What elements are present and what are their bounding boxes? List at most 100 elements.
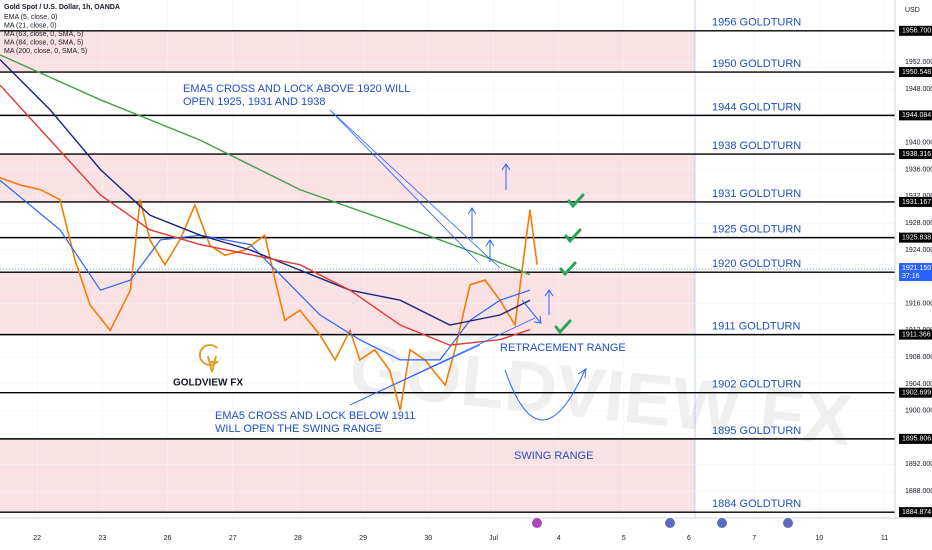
- y-tick-label: 1924.000: [905, 247, 932, 254]
- level-price-label: 1956.700: [902, 28, 931, 35]
- level-name: 1920 GOLDTURN: [712, 258, 801, 270]
- level-price-label: 1925.838: [902, 234, 931, 241]
- zones: [0, 0, 696, 518]
- x-tick-label: 26: [164, 535, 172, 542]
- x-tick-label: 30: [424, 535, 432, 542]
- y-tick-label: 1900.000: [905, 408, 932, 415]
- event-icon: [532, 518, 542, 528]
- annotation-connector: [349, 317, 536, 406]
- annotation: SWING RANGE: [514, 450, 593, 462]
- series-line: [0, 176, 538, 411]
- level-price-box: [899, 110, 932, 121]
- arrow-down: [521, 299, 542, 324]
- y-tick-label: 1928.000: [905, 220, 932, 227]
- y-tick-label: 1908.000: [905, 354, 932, 361]
- level-name: 1950 GOLDTURN: [712, 58, 801, 70]
- y-tick-label: 1916.000: [905, 300, 932, 307]
- arrow-up: [467, 207, 477, 240]
- level-price-box: [899, 329, 932, 340]
- x-tick-label: 4: [557, 535, 561, 542]
- level-name: 1956 GOLDTURN: [712, 17, 801, 29]
- y-tick-label: 1888.000: [905, 488, 932, 495]
- x-tick-label: 11: [881, 535, 888, 542]
- level-name: 1938 GOLDTURN: [712, 140, 801, 152]
- x-tick-label: 23: [98, 535, 106, 542]
- axis: 1888.0001892.0001896.0001900.0001904.000…: [33, 25, 932, 542]
- zone: [0, 30, 695, 73]
- level-name: 1944 GOLDTURN: [712, 101, 801, 113]
- level-price-box: [899, 67, 932, 78]
- level-price-label: 1931.167: [902, 199, 931, 206]
- levels: 1956 GOLDTURN 1950 GOLDTURN 1944 GOLDTURN 1…: [0, 17, 895, 513]
- level-name: 1931 GOLDTURN: [712, 188, 801, 200]
- level-price-label: 1895.806: [902, 436, 931, 443]
- swing-curve: [504, 368, 587, 421]
- level-name: 1884 GOLDTURN: [712, 498, 801, 510]
- checkmarks: [554, 193, 585, 335]
- y-tick-label: 1932.000: [905, 193, 932, 200]
- checkmark: [567, 193, 585, 209]
- level-price-label: 1884.874: [902, 509, 931, 516]
- event-icon: [717, 518, 727, 528]
- x-tick-label: 22: [33, 535, 41, 542]
- level-price-box: [899, 149, 932, 160]
- logo-icon: [198, 344, 220, 373]
- x-tick-label: 10: [815, 535, 823, 542]
- annotation-connector: [329, 109, 501, 269]
- level-price-box: [899, 196, 932, 207]
- legend: Gold Spot / U.S. Dollar, 1h, OANDA EMA (…: [4, 4, 120, 55]
- checkmark: [564, 228, 582, 244]
- y-tick-label: 1952.000: [905, 59, 932, 66]
- x-tick-label: 27: [229, 535, 237, 542]
- checkmark: [559, 261, 577, 277]
- level-price-box: [899, 507, 932, 518]
- level-price-box: [899, 433, 932, 444]
- level-name: 1895 GOLDTURN: [712, 425, 801, 437]
- level-price-box: [899, 232, 932, 243]
- event-icon: [783, 518, 793, 528]
- level-price-label: 1902.699: [902, 390, 931, 397]
- level-price-label: 1911.366: [902, 331, 931, 338]
- x-tick-label: 28: [294, 535, 302, 542]
- checkmark: [554, 319, 572, 335]
- y-tick-label: 1936.000: [905, 166, 932, 173]
- legend-entry: MA (21, close, 0): [4, 22, 57, 29]
- annotation-connector: [329, 109, 479, 263]
- chart-title: Gold Spot / U.S. Dollar, 1h, OANDA: [4, 4, 120, 11]
- annotation: EMA5 CROSS AND LOCK BELOW 1911: [215, 410, 415, 422]
- series-line: [0, 54, 531, 276]
- legend-entry: MA (84, close, 0, SMA, 5): [4, 39, 83, 46]
- annotation: EMA5 CROSS AND LOCK ABOVE 1920 WILL: [183, 83, 410, 95]
- level-name: 1911 GOLDTURN: [712, 321, 800, 333]
- series-line: [0, 179, 531, 361]
- y-tick-label: 1904.000: [905, 381, 932, 388]
- x-tick-label: 7: [752, 535, 756, 542]
- x-tick-label: 5: [622, 535, 626, 542]
- arrow-up: [544, 289, 554, 315]
- annotation: OPEN 1925, 1931 AND 1938: [183, 96, 325, 108]
- arrows: [467, 163, 587, 421]
- zone: [0, 154, 695, 202]
- level-price-label: 1938.316: [902, 151, 931, 158]
- series: [0, 54, 538, 411]
- y-tick-label: 1948.000: [905, 86, 932, 93]
- level-price-box: [899, 387, 932, 398]
- current-price-label: 1921.150: [902, 265, 931, 272]
- arrow-up: [485, 239, 495, 262]
- level-price-label: 1944.084: [902, 112, 931, 119]
- level-name: 1925 GOLDTURN: [712, 224, 801, 236]
- logo-text: GOLDVIEW FX: [173, 378, 243, 389]
- y-tick-label: 1940.000: [905, 140, 932, 147]
- x-tick-label: 29: [359, 535, 367, 542]
- series-line: [0, 84, 531, 346]
- y-axis-label: USD: [905, 7, 920, 14]
- event-icon: [665, 518, 675, 528]
- zone: [0, 438, 695, 513]
- arrow-up: [501, 163, 511, 190]
- grid: [0, 0, 895, 518]
- annotation: RETRACEMENT RANGE: [500, 342, 626, 354]
- level-name: 1902 GOLDTURN: [712, 379, 801, 391]
- level-price-label: 1950.548: [902, 69, 931, 76]
- legend-entry: EMA (5, close, 0): [4, 14, 57, 21]
